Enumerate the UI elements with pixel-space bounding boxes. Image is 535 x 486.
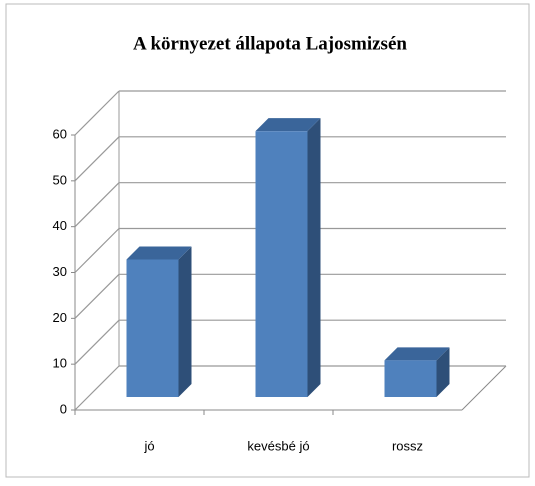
- floor-line: [461, 365, 507, 411]
- x-tick-label: rossz: [392, 438, 423, 453]
- x-tick-label: jó: [143, 438, 154, 453]
- grid-line: [74, 182, 120, 228]
- y-tick-label: 60: [53, 126, 67, 141]
- bar: [126, 259, 179, 397]
- y-tick-label: 0: [60, 401, 67, 416]
- bar: [384, 360, 437, 397]
- bar-side: [178, 246, 192, 397]
- bar-side: [307, 118, 321, 398]
- bar-top: [384, 347, 450, 361]
- grid-line: [74, 273, 120, 319]
- grid-line: [74, 136, 120, 182]
- grid-line: [74, 90, 120, 136]
- y-tick-label: 10: [53, 356, 67, 371]
- x-tick-label: kevésbé jó: [247, 438, 309, 453]
- grid-line: [74, 319, 120, 365]
- chart-title: A környezet állapota Lajosmizsén: [133, 33, 407, 54]
- grid-line: [74, 365, 120, 411]
- y-tick-label: 50: [53, 172, 67, 187]
- bar-top: [255, 118, 321, 132]
- y-tick-label: 30: [53, 264, 67, 279]
- bar-side: [436, 347, 450, 397]
- bar: [255, 131, 308, 397]
- y-tick-label: 20: [53, 310, 67, 325]
- grid-line: [74, 228, 120, 273]
- bar-top: [126, 246, 192, 260]
- y-tick-label: 40: [53, 218, 67, 233]
